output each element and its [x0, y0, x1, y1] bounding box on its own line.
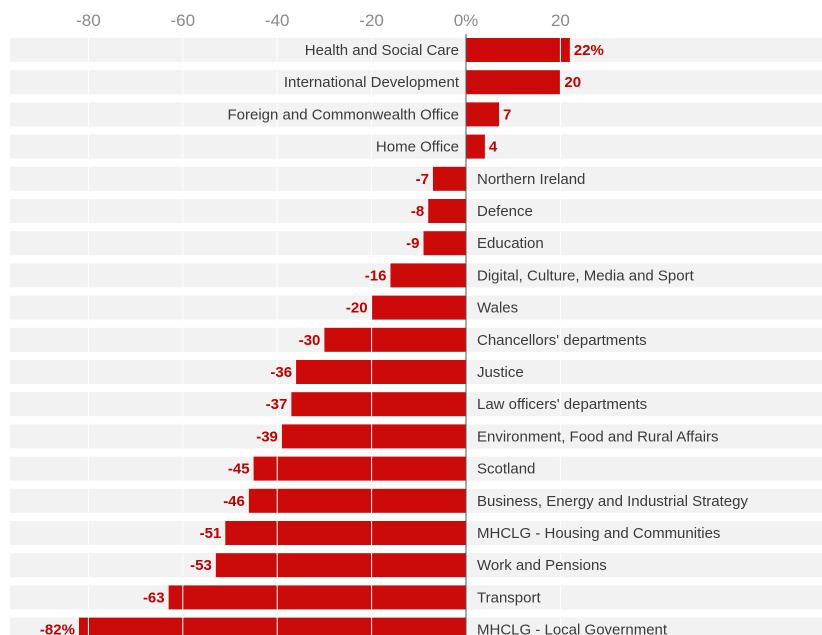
value-label: -63 — [143, 589, 165, 606]
value-label: 20 — [564, 74, 581, 91]
category-label: Foreign and Commonwealth Office — [227, 106, 459, 123]
value-label: 4 — [489, 139, 498, 156]
value-label: -46 — [223, 493, 245, 510]
category-label: Environment, Food and Rural Affairs — [477, 428, 719, 445]
row-background — [10, 134, 822, 159]
category-labels: Health and Social Care International Deve… — [227, 42, 748, 635]
bar — [248, 488, 466, 513]
value-label: -8 — [411, 203, 424, 220]
value-labels: 22% 20 74 -7 -8 -9 -16 -20 -30 -36 -37 -39 -45 -46-51… — [40, 42, 604, 635]
value-label: -20 — [346, 300, 368, 317]
bars — [78, 38, 570, 635]
category-label: Transport — [477, 589, 541, 606]
category-label: International Development — [284, 74, 460, 91]
category-label: MHCLG - Housing and Communities — [477, 525, 720, 542]
bar — [428, 199, 466, 223]
value-label: -53 — [190, 557, 212, 574]
value-label: 22% — [574, 42, 604, 59]
bar — [466, 38, 570, 62]
value-label: -30 — [299, 332, 321, 349]
category-label: Defence — [477, 203, 533, 220]
value-label: -7 — [416, 171, 429, 188]
x-tick-label: -20 — [359, 11, 384, 30]
value-label: -39 — [256, 428, 278, 445]
row-background — [10, 70, 822, 95]
bar — [466, 134, 485, 159]
category-label: Education — [477, 235, 544, 252]
x-tick-label: 0% — [454, 11, 479, 30]
value-label: -9 — [406, 235, 419, 252]
bar — [324, 327, 466, 352]
value-label: -16 — [365, 267, 387, 284]
row-background — [10, 199, 822, 223]
bar — [466, 70, 561, 95]
category-label: Justice — [477, 364, 524, 381]
value-label: -45 — [228, 461, 250, 478]
bar — [253, 456, 466, 481]
value-label: 7 — [503, 106, 511, 123]
x-axis-ticks: -80 -60 -40 -20 0% 20 — [76, 11, 570, 30]
category-label: Home Office — [376, 139, 459, 156]
category-label: Scotland — [477, 461, 535, 478]
category-label: Chancellors' departments — [477, 332, 647, 349]
row-background — [10, 38, 822, 62]
category-label: Law officers' departments — [477, 396, 647, 413]
value-label: -51 — [200, 525, 222, 542]
bar — [371, 295, 466, 320]
category-label: Northern Ireland — [477, 171, 585, 188]
bar — [291, 392, 466, 417]
value-label: -82% — [40, 622, 75, 635]
bar — [215, 553, 466, 578]
bar — [78, 617, 467, 635]
row-background — [10, 231, 822, 256]
category-label: Work and Pensions — [477, 557, 607, 574]
row-background — [10, 102, 822, 127]
bar — [432, 166, 466, 191]
bar — [296, 360, 466, 384]
x-tick-label: -80 — [76, 11, 101, 30]
value-label: -36 — [270, 364, 292, 381]
bar — [225, 521, 466, 545]
bar — [281, 424, 466, 449]
bar — [390, 263, 466, 288]
gridlines — [87, 36, 561, 635]
bar — [466, 102, 500, 127]
category-label: Health and Social Care — [305, 42, 459, 59]
category-label: MHCLG - Local Government — [477, 622, 668, 635]
bar — [423, 231, 466, 256]
category-label: Wales — [477, 300, 518, 317]
value-label: -37 — [266, 396, 288, 413]
x-tick-label: -40 — [265, 11, 290, 30]
bar — [168, 585, 466, 610]
x-tick-label: 20 — [551, 11, 570, 30]
category-label: Business, Energy and Industrial Strategy — [477, 493, 748, 510]
row-background — [10, 166, 822, 191]
category-label: Digital, Culture, Media and Sport — [477, 267, 695, 284]
x-tick-label: -60 — [171, 11, 196, 30]
